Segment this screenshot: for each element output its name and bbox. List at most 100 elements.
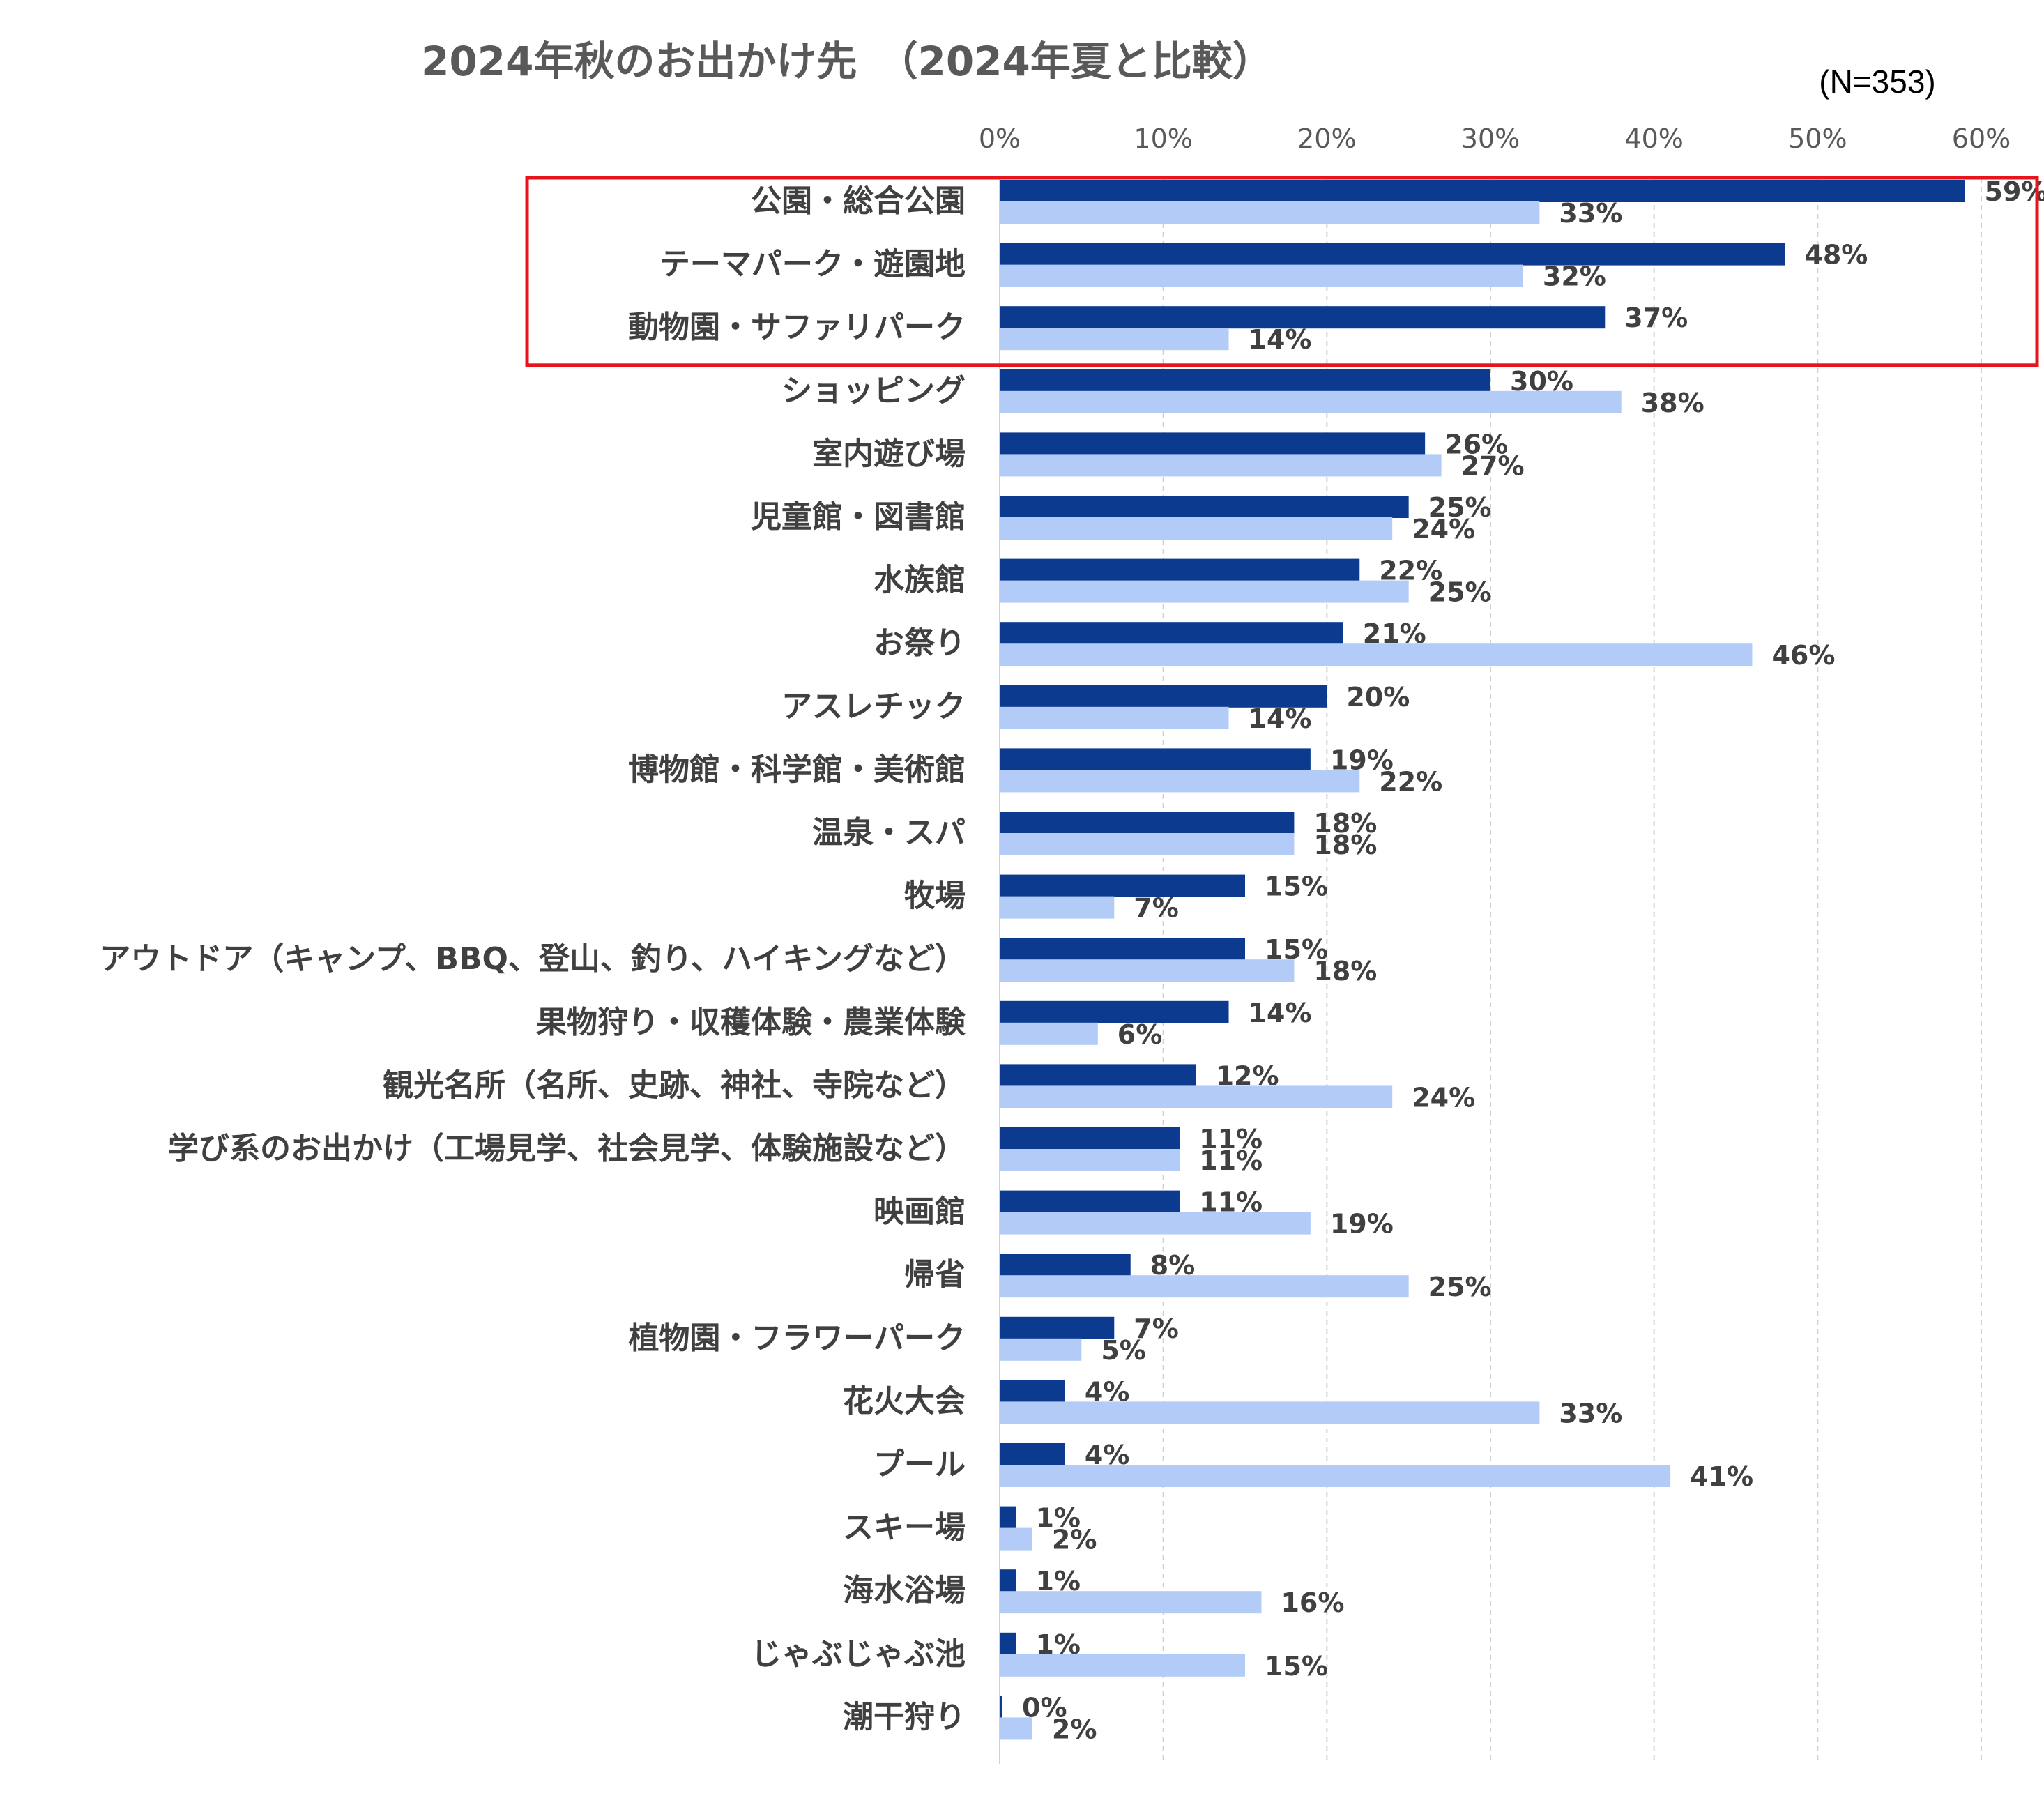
bar-summer [1000,1212,1311,1235]
data-label-autumn: 21% [1363,618,1426,649]
data-label-summer: 27% [1461,450,1525,481]
data-label-summer: 25% [1428,577,1492,608]
bar-autumn [1000,1254,1131,1277]
data-label-autumn: 7% [1134,1313,1179,1344]
bar-autumn [1000,306,1606,329]
data-label-summer: 41% [1690,1461,1753,1492]
category-label: 観光名所（名所、史跡、神社、寺院など） [383,1067,966,1103]
data-label-autumn: 26% [1444,429,1508,459]
bar-summer [1000,517,1393,540]
data-label-autumn: 48% [1804,240,1868,271]
data-label-summer: 22% [1379,766,1442,797]
x-tick-label: 30% [1461,123,1520,154]
category-label: 植物園・フラワーパーク [628,1320,966,1356]
data-label-autumn: 12% [1216,1060,1279,1091]
bar-summer [1000,390,1622,413]
data-label-summer: 24% [1412,514,1475,544]
category-label: 児童館・図書館 [751,499,966,535]
bar-autumn [1000,685,1327,708]
bar-autumn [1000,1000,1229,1023]
highlight-box [525,176,2039,367]
bar-autumn [1000,1506,1016,1529]
bar-summer [1000,1338,1082,1361]
bar-summer [1000,770,1360,793]
bar-autumn [1000,1316,1115,1339]
bar-summer [1000,454,1442,477]
category-label: 牧場 [904,878,966,914]
bar-autumn [1000,369,1490,392]
bar-summer [1000,1401,1540,1424]
category-label: 公園・総合公園 [751,183,966,219]
x-tick-label: 40% [1624,123,1683,154]
bar-autumn [1000,1380,1065,1403]
bar-summer [1000,201,1540,224]
bar-summer [1000,1465,1671,1487]
data-label-autumn: 11% [1199,1187,1263,1218]
x-axis-ticks: 0% 10% 20% 30% 40% 50% 60% [979,123,2011,154]
bar-autumn [1000,1064,1196,1087]
x-tick-label: 0% [979,123,1021,154]
bar-autumn [1000,558,1360,581]
data-label-summer: 24% [1412,1082,1475,1113]
category-label: 帰省 [904,1257,966,1293]
data-label-summer: 14% [1249,324,1312,355]
category-label: 潮干狩り [843,1699,966,1735]
data-label-summer: 16% [1281,1587,1344,1618]
data-label-summer: 14% [1249,703,1312,734]
data-label-summer: 32% [1543,261,1606,292]
bar-summer [1000,328,1229,351]
data-label-summer: 38% [1641,388,1704,418]
data-label-autumn: 18% [1313,808,1377,839]
category-label: じゃぶじゃぶ池 [751,1636,966,1672]
data-label-summer: 2% [1052,1525,1097,1555]
x-tick-label: 60% [1952,123,2011,154]
bars [1000,180,1965,1740]
data-label-summer: 11% [1199,1145,1263,1176]
data-label-summer: 5% [1101,1335,1146,1366]
data-label-summer: 25% [1428,1272,1492,1302]
bar-summer [1000,706,1229,729]
category-label: 花火大会 [843,1383,966,1419]
bar-summer [1000,1527,1032,1551]
category-label: アスレチック [781,689,966,724]
category-labels: 公園・総合公園テーマパーク・遊園地動物園・サファリパークショッピング室内遊び場児… [100,183,966,1735]
bar-summer [1000,1022,1098,1045]
category-label: 水族館 [874,563,966,598]
data-label-autumn: 22% [1379,556,1442,586]
data-label-summer: 7% [1134,893,1179,924]
bar-autumn [1000,622,1343,645]
data-label-autumn: 4% [1085,1376,1130,1407]
data-label-autumn: 15% [1265,934,1328,965]
bar-summer [1000,643,1753,666]
category-label: 温泉・スパ [812,815,966,851]
category-label: スキー場 [843,1510,966,1546]
category-label: 海水浴場 [843,1573,966,1608]
data-label-autumn: 25% [1428,492,1492,523]
bar-autumn [1000,874,1245,897]
x-tick-label: 50% [1788,123,1847,154]
bar-summer [1000,1654,1245,1677]
data-label-summer: 46% [1771,640,1835,671]
chart-title: 2024年秋のお出かけ先 （2024年夏と比較） [421,38,1273,85]
category-label: 博物館・科学館・美術館 [628,752,966,787]
category-label: テーマパーク・遊園地 [659,247,966,282]
data-label-autumn: 1% [1035,1629,1081,1660]
bar-summer [1000,1085,1393,1108]
bar-summer [1000,1275,1409,1298]
data-label-autumn: 1% [1035,1566,1081,1597]
x-tick-label: 20% [1297,123,1356,154]
data-label-summer: 15% [1265,1651,1328,1682]
bar-summer [1000,1591,1262,1614]
category-label: お祭り [874,625,966,661]
data-label-summer: 18% [1313,830,1377,860]
data-label-summer: 6% [1118,1019,1163,1050]
category-label: アウトドア（キャンプ、BBQ、登山、釣り、ハイキングなど） [100,941,966,977]
data-label-autumn: 4% [1085,1440,1130,1470]
data-label-summer: 18% [1313,956,1377,986]
bar-autumn [1000,243,1785,266]
bar-summer [1000,264,1523,287]
category-label: 映画館 [874,1194,966,1230]
bar-summer [1000,896,1115,919]
data-label-autumn: 0% [1022,1692,1067,1723]
